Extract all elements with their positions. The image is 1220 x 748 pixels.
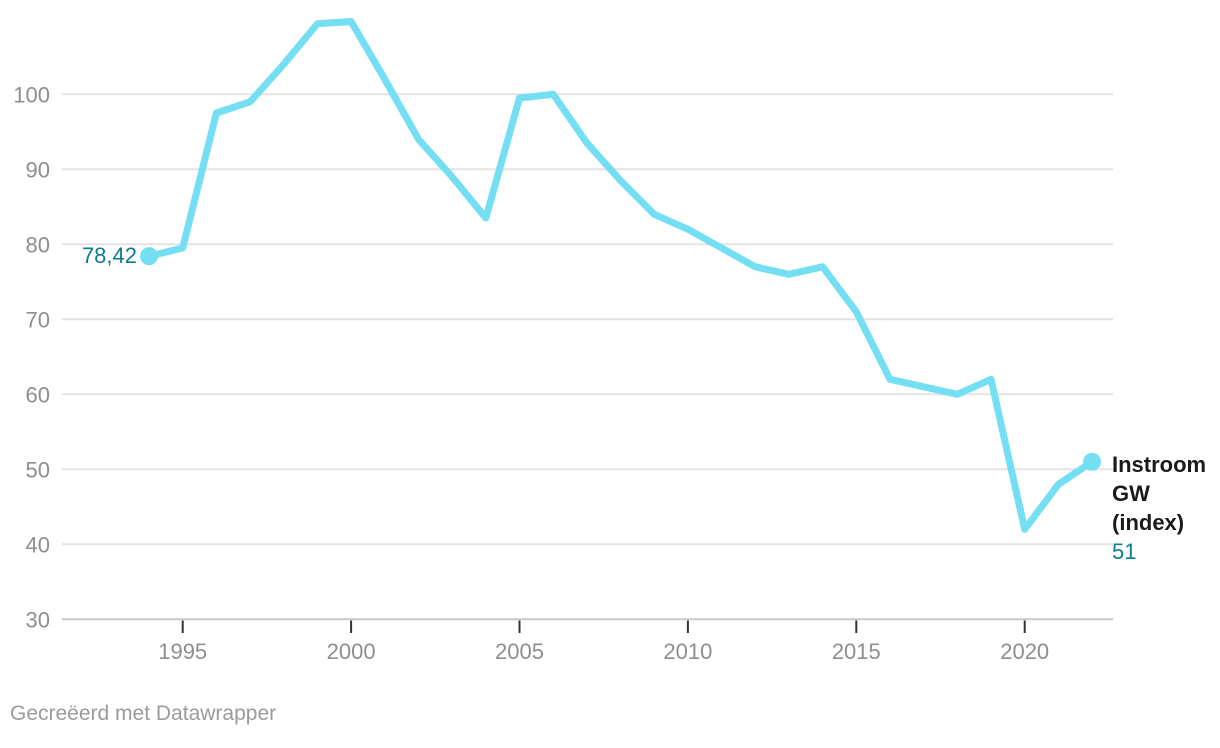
end-point-marker (1083, 452, 1102, 471)
x-tick-label-2010: 2010 (663, 639, 712, 664)
x-tick-label-2020: 2020 (1000, 639, 1049, 664)
chart-canvas: 30 40 50 60 70 80 90 100 1995 2000 2005 2010 2015 202… (13, 18, 1113, 664)
x-tick-label-2005: 2005 (495, 639, 544, 664)
y-tick-label-50: 50 (26, 457, 50, 482)
y-tick-label-90: 90 (26, 157, 50, 182)
y-tick-label-100: 100 (13, 82, 50, 107)
x-tick-label-2015: 2015 (832, 639, 881, 664)
data-line-instroom-gw (145, 18, 1096, 533)
x-tick-label-1995: 1995 (158, 639, 207, 664)
last-point-value-label: 51 (1112, 539, 1137, 564)
series-name-label: Instroom GW (index) (1112, 452, 1207, 535)
datawrapper-credit: Gecreëerd met Datawrapper (10, 702, 277, 725)
y-tick-label-40: 40 (26, 532, 50, 557)
y-tick-label-80: 80 (26, 232, 50, 257)
series-label-block: Instroom GW (index) 51 (1112, 450, 1218, 566)
y-tick-label-30: 30 (26, 607, 50, 632)
y-tick-label-60: 60 (26, 382, 50, 407)
first-point-value-label: 78,42 (81, 243, 137, 268)
x-tick-label-2000: 2000 (327, 639, 376, 664)
start-point-marker (140, 247, 159, 266)
y-tick-label-70: 70 (26, 307, 50, 332)
